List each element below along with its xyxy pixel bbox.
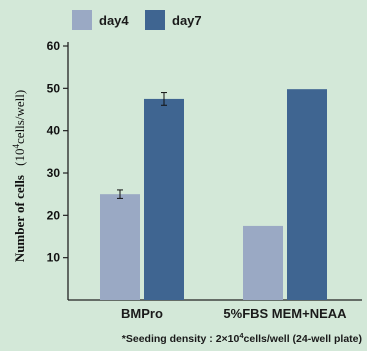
y-tick-label-3: 40 — [47, 124, 61, 138]
category-labels: BMPro 5%FBS MEM+NEAA — [121, 306, 347, 321]
legend: day4 day7 — [72, 10, 202, 30]
bar-day7-0 — [144, 98, 184, 301]
y-tick-label-1: 20 — [47, 208, 61, 222]
bar-day4-1 — [243, 225, 283, 300]
footnote: *Seeding density : 2×104cells/well (24-w… — [122, 331, 362, 345]
footnote-suffix: cells/well (24-well plate) — [244, 333, 362, 345]
x-tick-label-1: 5%FBS MEM+NEAA — [223, 306, 347, 321]
legend-swatch-day7 — [145, 10, 165, 30]
y-tick-label-5: 60 — [47, 39, 61, 53]
y-axis-unit-close: cells/well) — [12, 90, 27, 144]
y-tick-label-2: 30 — [47, 166, 61, 180]
y-axis-title-bold: Number of cells — [12, 175, 27, 262]
bar-day7-1 — [287, 89, 327, 301]
y-tick-label-4: 50 — [47, 81, 61, 95]
footnote-sup: 4 — [239, 331, 244, 340]
legend-label-day4: day4 — [99, 13, 129, 28]
bar-day4-0 — [100, 194, 140, 300]
bars — [100, 89, 327, 301]
y-axis-unit-open: (10 — [12, 148, 27, 165]
y-axis-label: Number of cells (104cells/well) — [11, 90, 27, 262]
legend-swatch-day4 — [72, 10, 92, 30]
error-bar-day4-0 — [117, 189, 123, 199]
y-axis-title: Number of cells (104cells/well) — [11, 90, 27, 262]
footnote-text: *Seeding density : 2×104cells/well (24-w… — [122, 331, 362, 345]
y-axis-unit-sup: 4 — [11, 143, 21, 148]
x-tick-label-0: BMPro — [121, 306, 163, 321]
y-tick-label-0: 10 — [47, 251, 61, 265]
footnote-prefix: *Seeding density : 2×10 — [122, 333, 240, 345]
legend-label-day7: day7 — [172, 13, 202, 28]
error-bar-day7-0 — [161, 92, 167, 106]
